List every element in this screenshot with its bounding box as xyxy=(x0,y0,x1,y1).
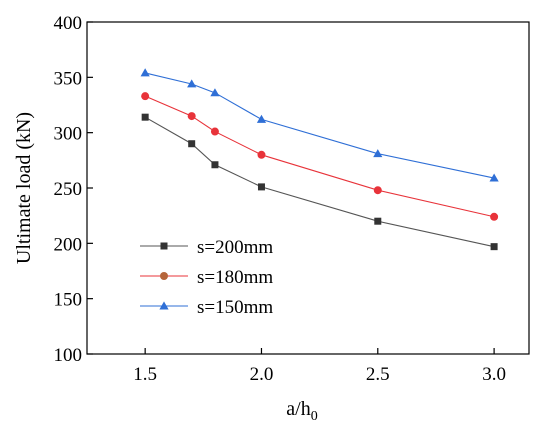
data-point xyxy=(490,212,499,221)
y-tick-label: 350 xyxy=(54,68,83,89)
series-line-s=200mm xyxy=(144,116,495,248)
x-tick-label: 2.0 xyxy=(250,364,274,385)
legend-label: s=150mm xyxy=(197,297,273,318)
data-point xyxy=(141,92,150,101)
x-tick-label: 2.5 xyxy=(366,364,390,385)
legend: s=200mm s=180mm s=150mm xyxy=(140,237,273,318)
data-point xyxy=(374,217,382,225)
y-tick-label: 150 xyxy=(54,290,83,311)
y-tick-label: 250 xyxy=(54,179,83,200)
data-point xyxy=(187,79,197,88)
series-line-s=150mm xyxy=(145,72,495,179)
x-axis-label-main: a/h xyxy=(286,398,310,420)
data-point xyxy=(187,112,196,121)
data-point xyxy=(373,186,382,195)
x-axis-label: a/h0 xyxy=(286,398,317,424)
legend-marker xyxy=(160,242,168,250)
x-axis-ticks: 1.5 2.0 2.5 3.0 xyxy=(133,348,506,385)
y-axis-label: Ultimate load (kN) xyxy=(13,112,35,264)
y-tick-label: 200 xyxy=(54,234,83,255)
y-tick-label: 400 xyxy=(54,13,83,34)
y-tick-label: 300 xyxy=(54,124,83,145)
legend-label: s=180mm xyxy=(197,267,273,288)
legend-label: s=200mm xyxy=(197,237,273,258)
data-point xyxy=(140,68,150,77)
x-tick-label: 1.5 xyxy=(133,364,157,385)
data-point xyxy=(210,88,220,97)
series-lines xyxy=(144,72,495,248)
data-point xyxy=(490,243,498,251)
y-axis-ticks: 100 150 200 250 300 350 400 xyxy=(54,13,93,366)
data-point xyxy=(489,173,499,182)
series-line-s=180mm xyxy=(144,95,495,218)
data-point xyxy=(141,113,149,121)
x-axis-label-subscript: 0 xyxy=(311,409,318,424)
data-point xyxy=(257,150,266,159)
series-markers xyxy=(140,68,499,251)
data-point xyxy=(256,114,267,123)
y-tick-label: 100 xyxy=(54,345,83,366)
data-point xyxy=(211,161,219,169)
data-point xyxy=(257,183,265,191)
data-point xyxy=(188,140,196,148)
plot-frame xyxy=(86,21,530,355)
data-point xyxy=(373,149,383,158)
legend-marker xyxy=(159,301,169,310)
legend-marker xyxy=(160,272,168,280)
x-tick-label: 3.0 xyxy=(482,364,506,385)
data-point xyxy=(210,127,219,136)
